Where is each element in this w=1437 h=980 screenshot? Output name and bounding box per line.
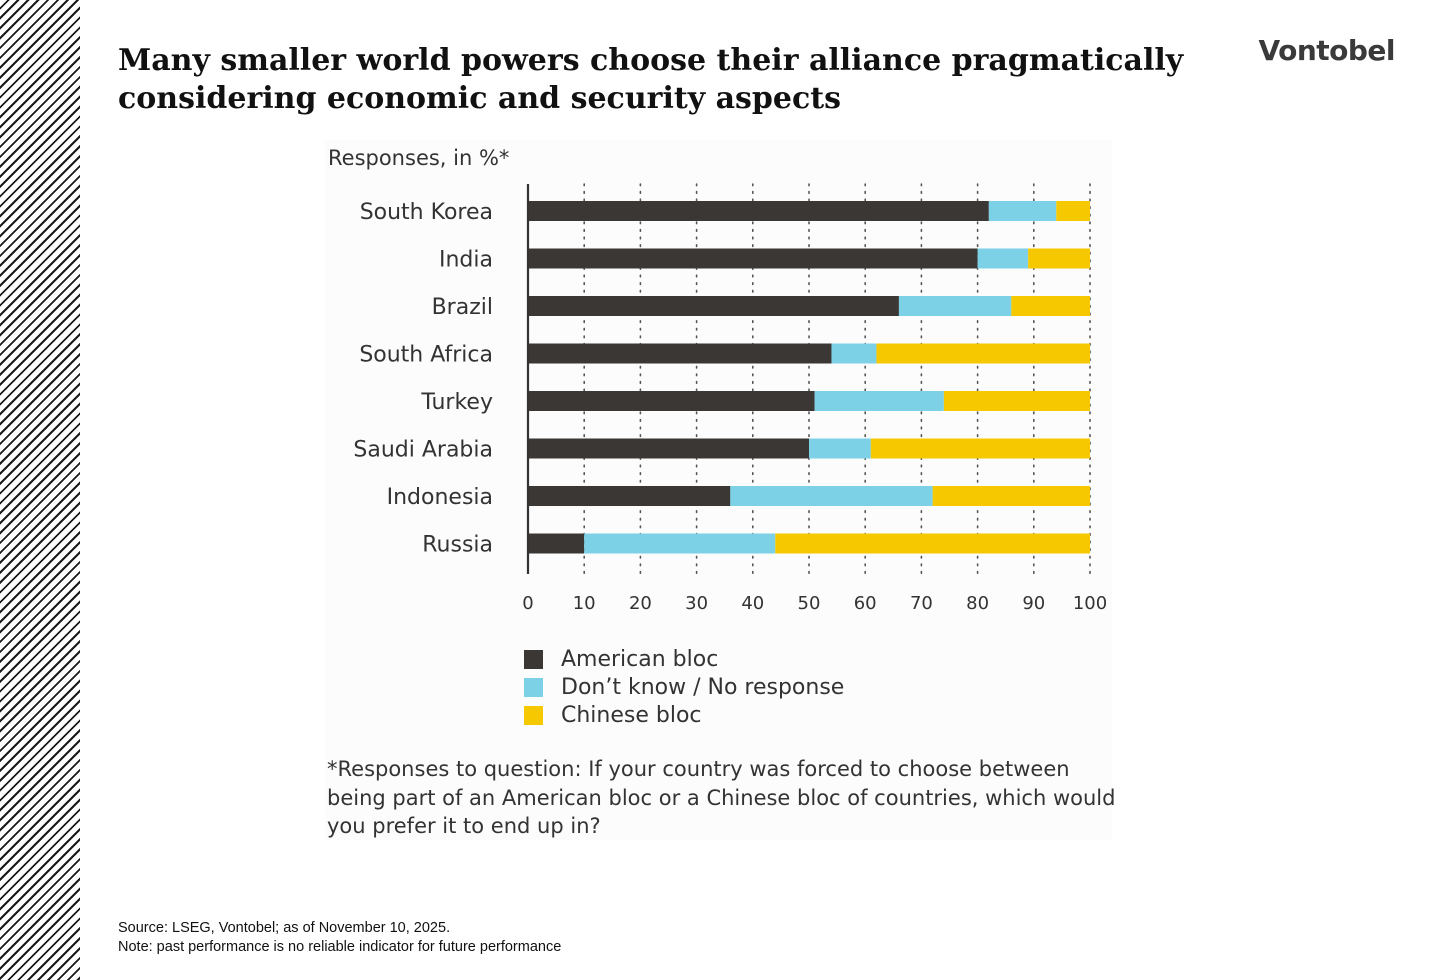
bar-russia-series-2: [775, 533, 1090, 554]
bar-brazil-series-2: [1011, 296, 1090, 316]
x-tick-label: 90: [1022, 593, 1045, 614]
stacked-bar-chart: South Korea India Brazil South Africa Turkey…: [353, 183, 1107, 614]
bar-russia-series-0: [528, 533, 585, 554]
legend-swatch-american: [524, 649, 543, 669]
bar-indonesia-series-1: [730, 486, 933, 506]
category-label: Turkey: [420, 390, 493, 415]
category-label: South Korea: [360, 200, 493, 225]
bar-brazil-series-1: [898, 296, 1012, 316]
bar-south-africa-series-0: [528, 343, 832, 364]
bar-south-korea-series-0: [528, 201, 989, 221]
legend-swatch-dont-know: [524, 677, 543, 697]
disclaimer-line: Note: past performance is no reliable in…: [118, 939, 562, 955]
x-tick-label: 50: [798, 593, 821, 614]
bar-russia-series-1: [584, 533, 776, 554]
bar-turkey-series-0: [528, 391, 815, 411]
x-tick-label: 30: [685, 593, 708, 614]
legend-label-dont-know: Don’t know / No response: [561, 674, 845, 700]
bar-south-africa-series-2: [876, 343, 1090, 364]
legend-label-chinese: Chinese bloc: [561, 702, 702, 728]
x-tick-label: 100: [1073, 593, 1107, 614]
legend-item-dont-know: Don’t know / No response: [524, 673, 844, 701]
x-tick-label: 20: [629, 593, 652, 614]
legend-item-american: American bloc: [524, 645, 844, 673]
bar-indonesia-series-2: [932, 486, 1090, 506]
units-label: Responses, in %*: [328, 146, 510, 170]
bar-turkey-series-2: [943, 391, 1090, 411]
category-label: Saudi Arabia: [353, 438, 493, 463]
chart-legend: American bloc Don’t know / No response C…: [524, 645, 844, 729]
legend-swatch-chinese: [524, 705, 543, 725]
bar-india-series-0: [528, 248, 978, 269]
bar-turkey-series-1: [814, 391, 944, 411]
category-label: Brazil: [432, 295, 493, 320]
bar-saudi-arabia-series-1: [809, 438, 871, 459]
x-tick-label: 10: [573, 593, 596, 614]
bar-south-africa-series-1: [831, 343, 877, 364]
legend-label-american: American bloc: [561, 646, 719, 672]
x-tick-label: 60: [854, 593, 877, 614]
bar-saudi-arabia-series-2: [870, 438, 1090, 459]
bar-south-korea-series-2: [1056, 201, 1090, 221]
x-tick-label: 70: [910, 593, 933, 614]
chart-panel: Responses, in %* South Korea India Brazil S…: [325, 140, 1115, 840]
bar-india-series-2: [1028, 248, 1090, 269]
source-line: Source: LSEG, Vontobel; as of November 1…: [118, 920, 451, 936]
bar-saudi-arabia-series-0: [528, 438, 809, 459]
brand-logo: Vontobel: [1258, 34, 1395, 67]
category-label: South Africa: [359, 343, 493, 368]
category-label: Indonesia: [387, 485, 493, 510]
x-tick-label: 0: [522, 593, 533, 614]
bar-indonesia-series-0: [528, 486, 731, 506]
source-note: Source: LSEG, Vontobel; as of November 1…: [118, 919, 561, 957]
bar-brazil-series-0: [528, 296, 899, 316]
legend-item-chinese: Chinese bloc: [524, 701, 844, 729]
x-tick-label: 80: [966, 593, 989, 614]
category-label: Russia: [422, 533, 493, 558]
x-tick-label: 40: [741, 593, 764, 614]
category-label: India: [439, 248, 493, 273]
bar-india-series-1: [977, 248, 1029, 269]
page-title: Many smaller world powers choose their a…: [118, 43, 1184, 116]
survey-footnote: *Responses to question: If your country …: [327, 757, 1116, 838]
hatched-side-bar: [0, 0, 80, 980]
bar-south-korea-series-1: [988, 201, 1057, 221]
